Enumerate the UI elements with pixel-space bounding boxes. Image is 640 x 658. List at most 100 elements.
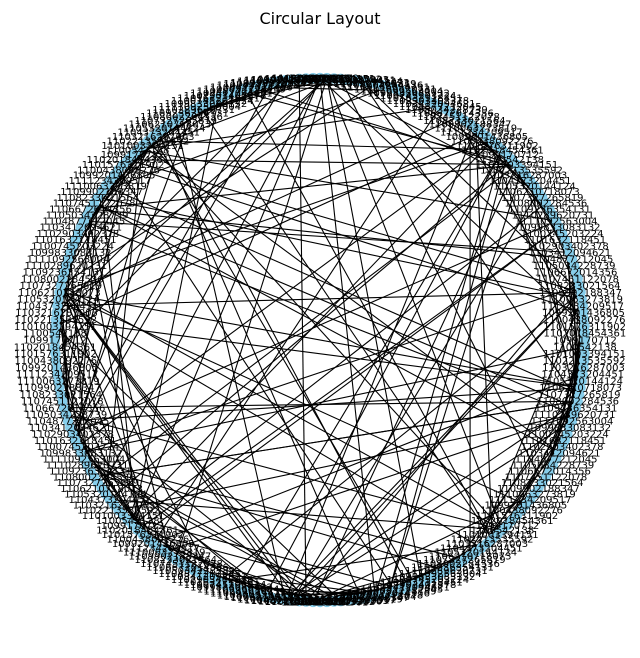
- node-label: 1102903402378: [526, 242, 609, 253]
- node-label: 1107451122078: [53, 199, 136, 210]
- edge: [469, 123, 560, 228]
- node-label: 1102903402378: [31, 429, 114, 440]
- node-label: 1110289620731: [405, 566, 488, 577]
- node-label: 1111234209517: [313, 595, 396, 606]
- node-label: 1108233021564: [134, 555, 217, 566]
- edge: [291, 191, 539, 601]
- node-label: 1101576311902: [543, 322, 626, 333]
- edge: [93, 202, 560, 454]
- node-label: 1104373204451: [117, 128, 200, 139]
- node-label: 1100438092276: [77, 165, 160, 176]
- node-label: 1102018454361: [272, 74, 355, 85]
- node-label: 1104373204451: [313, 76, 396, 87]
- node-label: 1099201436805: [112, 539, 195, 550]
- node-label: 1107327265819: [134, 116, 217, 127]
- edge: [312, 493, 535, 603]
- node-label: 1111092563004: [361, 86, 444, 97]
- node-label: 1104877212045: [531, 255, 614, 266]
- node-label: 1099833083132: [518, 223, 601, 234]
- node-label: 1101632118451: [523, 235, 606, 246]
- node-label: 1106672014356: [347, 589, 430, 600]
- edge: [292, 420, 573, 602]
- node-label: 1110063273819: [123, 548, 206, 559]
- node-label: 1102903402378: [171, 575, 254, 586]
- node-label: 1110289620731: [46, 461, 129, 472]
- node-label: 1099170712: [553, 336, 617, 347]
- node-label: 1104877212045: [197, 86, 280, 97]
- node-label: 1100542138: [96, 516, 160, 527]
- edge: [105, 145, 144, 495]
- edge: [251, 86, 402, 92]
- edge: [97, 164, 518, 484]
- node-label: 1102903402378: [374, 580, 457, 591]
- node-label: 1099170712: [288, 598, 352, 609]
- node-label: 1102018454361: [96, 526, 179, 537]
- node-label: 1100438092276: [107, 535, 190, 546]
- edge: [564, 239, 583, 382]
- node-label: 1102903402378: [37, 229, 120, 240]
- node-label: 1103412094621: [518, 448, 601, 459]
- node-label: 1100438092276: [299, 597, 382, 608]
- edge: [83, 220, 575, 415]
- node-label: 1103412094621: [29, 423, 112, 434]
- node-label: 1111234209517: [541, 301, 624, 312]
- node-label: 1104373204451: [489, 176, 572, 187]
- node-label: 1099833083132: [367, 89, 450, 100]
- node-label: 1105320144124: [540, 377, 623, 388]
- node-label: 1111092563004: [515, 217, 598, 228]
- node-label: 1110289620731: [512, 211, 595, 222]
- edge: [80, 284, 580, 454]
- node-label: 1107451122078: [217, 81, 300, 92]
- node-label: 1104877212045: [361, 585, 444, 596]
- node-label: 1099201436805: [251, 75, 334, 86]
- edge: [475, 439, 566, 553]
- edge: [361, 80, 581, 293]
- node-label: 1099833083132: [528, 423, 611, 434]
- node-label: 1106672014356: [146, 562, 229, 573]
- node-label: 1101576311902: [101, 530, 184, 541]
- edge: [118, 169, 396, 592]
- edge: [152, 136, 416, 585]
- node-label: 1106672014356: [535, 268, 618, 279]
- node-label: 1111092563004: [158, 102, 241, 113]
- node-label: 1111234209517: [440, 128, 523, 139]
- edge: [147, 140, 503, 531]
- node-label: 1108233021564: [19, 390, 102, 401]
- node-label: 1109902188347: [497, 484, 580, 495]
- node-label: 1101576311902: [293, 597, 376, 608]
- edge: [388, 154, 508, 594]
- node-label: 1108002284536: [53, 472, 136, 483]
- node-label: 1099833083132: [393, 572, 476, 583]
- node-label: 1111092563004: [43, 454, 126, 465]
- node-label: 1109902188347: [129, 551, 212, 562]
- node-label: 1105320144124: [493, 182, 576, 193]
- node-label: 1099201436805: [542, 308, 625, 319]
- node-label: 1099201436805: [306, 596, 389, 607]
- node-label: 1100745203224: [31, 242, 114, 253]
- node-label: 1103412094621: [393, 99, 476, 110]
- node-label: 1099201436805: [15, 363, 98, 374]
- node-label: 1108233021564: [56, 193, 139, 204]
- node-label: 1109236354131: [508, 205, 591, 216]
- node-label: 1100438092276: [14, 356, 97, 367]
- node-label: 1101003394151: [456, 530, 539, 541]
- node-label: 1101003394151: [476, 160, 559, 171]
- node-label: 1099170712: [101, 150, 165, 161]
- node-label: 1110289620731: [152, 105, 235, 116]
- node-label: 1107327265819: [224, 592, 307, 603]
- edge: [475, 298, 583, 553]
- node-label: 1105034228739: [203, 84, 286, 95]
- node-label: 1101632118451: [380, 93, 463, 104]
- node-label: 1100745203224: [374, 91, 457, 102]
- node-label: 1100745203224: [184, 580, 267, 591]
- edge: [60, 285, 293, 601]
- node-label: 1107451122078: [341, 590, 424, 601]
- edge: [127, 159, 517, 166]
- edge: [59, 140, 493, 293]
- node-label: 1106672014356: [411, 109, 494, 120]
- node-label: 1107451122078: [536, 274, 619, 285]
- node-label: 1100438092276: [480, 506, 563, 517]
- node-label: 1099833083132: [39, 448, 122, 459]
- node-label: 1100745203224: [171, 96, 254, 107]
